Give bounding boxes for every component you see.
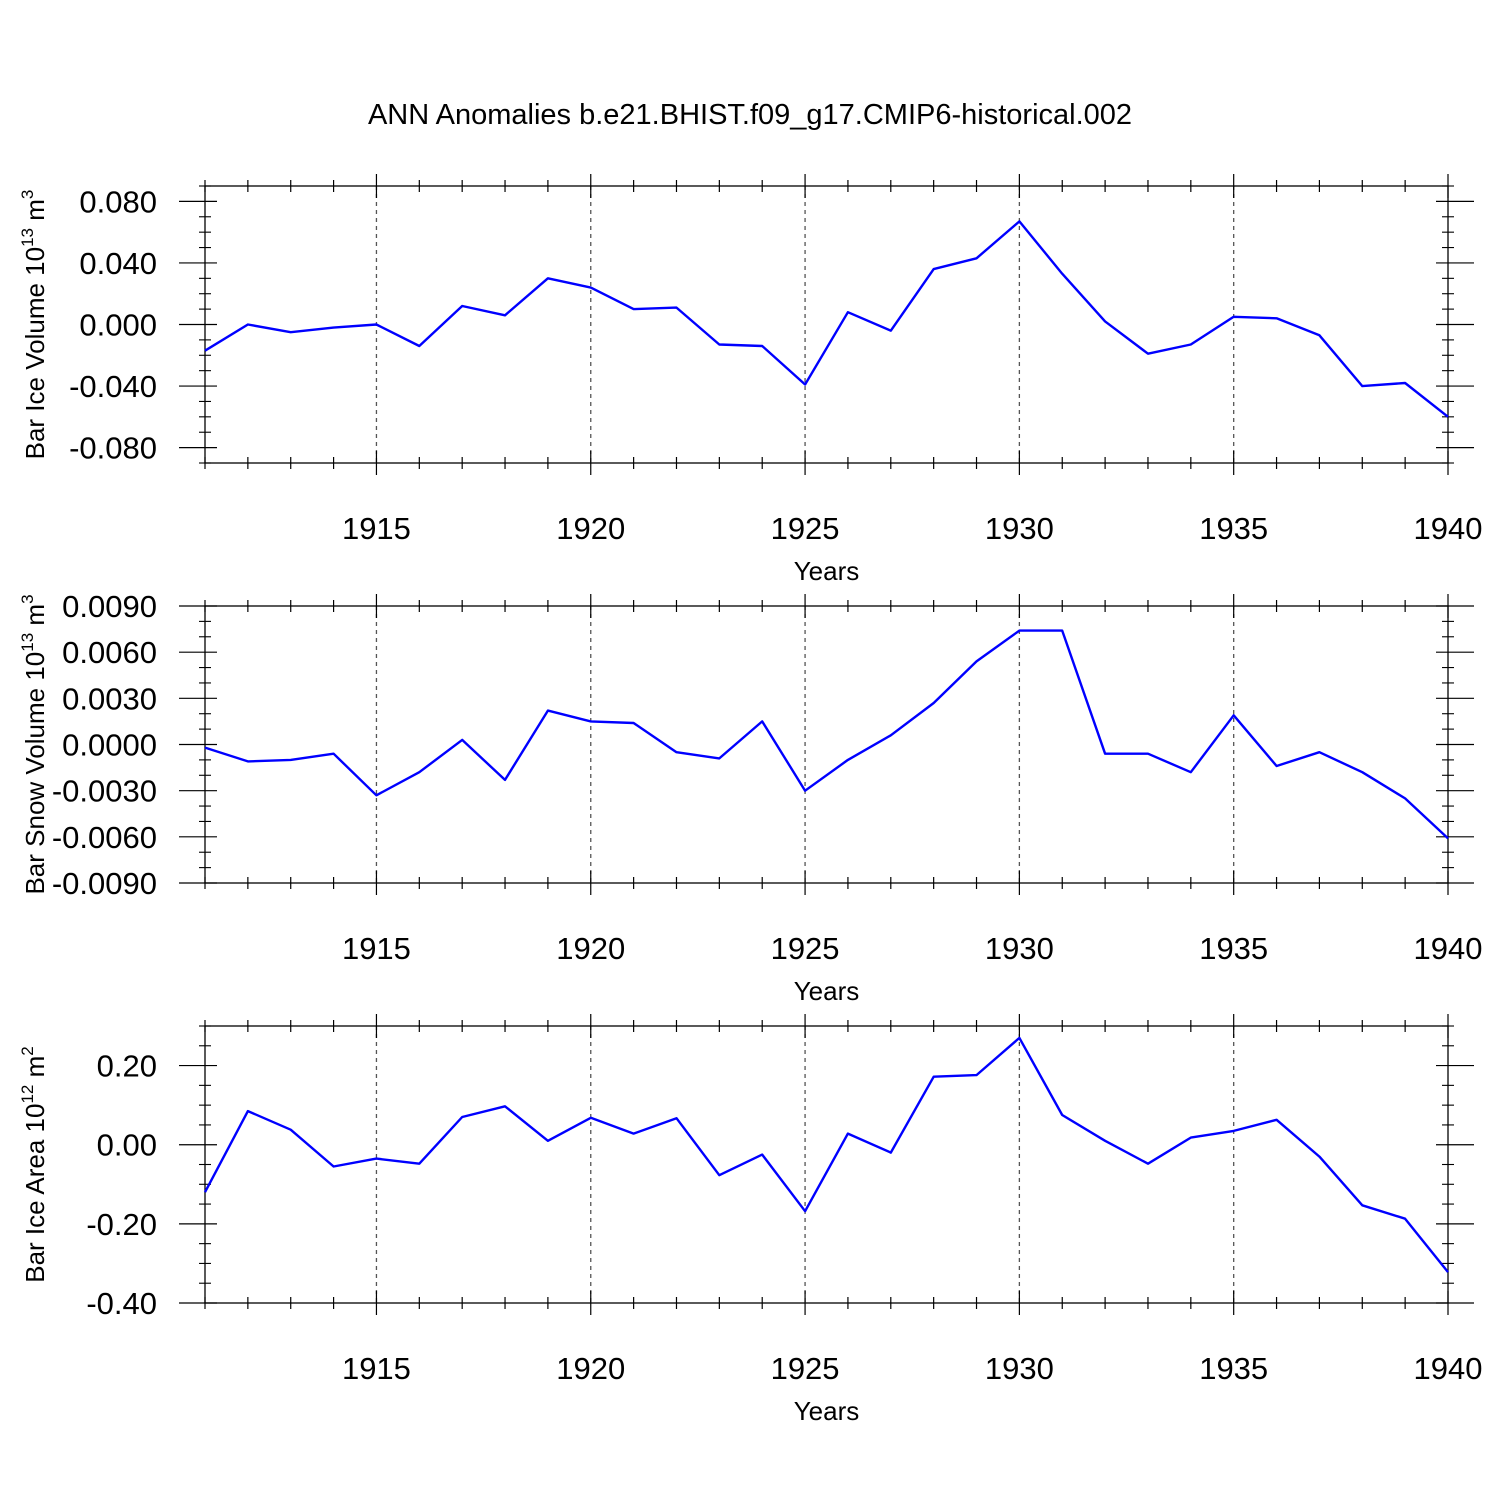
y-tick-label: -0.40 [86,1286,157,1321]
plot-frame [204,1025,1449,1304]
plot-frame [204,185,1449,464]
x-tick-label: 1915 [342,511,411,546]
chart-panel-1: -0.080 -0.040 0.000 0.040 0.080 1915 1920 1925 1… [18,174,1482,586]
y-tick-label: 0.040 [79,246,157,281]
y-tick-label: -0.0090 [52,866,157,901]
y-tick-label: -0.0030 [52,774,157,809]
x-tick-label: 1930 [985,1351,1054,1386]
y-tick-label: 0.0000 [62,728,157,763]
y-axis-title-superscript: 3 [18,594,37,603]
y-tick-label: -0.040 [69,369,157,404]
chart-panel-3: -0.40 -0.20 0.00 0.20 1915 1920 1925 1930 1935 19… [18,1014,1482,1426]
y-tick-label: 0.0030 [62,681,157,716]
x-tick-label: 1915 [342,1351,411,1386]
y-tick-label: 0.00 [97,1128,157,1163]
x-tick-label: 1920 [556,1351,625,1386]
x-tick-label: 1940 [1414,1351,1483,1386]
x-tick-label: 1920 [556,511,625,546]
y-axis-title-part: Bar Snow Volume 10 [20,652,50,895]
x-tick-label: 1925 [771,511,840,546]
y-axis-title-superscript: 12 [18,1085,37,1104]
x-tick-label: 1935 [1199,1351,1268,1386]
y-axis-title: Bar Snow Volume 1013 m3 [18,594,50,894]
y-axis-title-superscript: 2 [18,1046,37,1055]
chart-panel-2: -0.0090 -0.0060 -0.0030 0.0000 0.0030 0.0060 0… [18,589,1482,1006]
x-tick-label: 1940 [1414,511,1483,546]
series-line [204,220,1449,418]
plot-frame [204,605,1449,884]
y-tick-label: -0.080 [69,431,157,466]
y-axis-title-part: Bar Ice Volume 10 [20,247,50,459]
series-line [204,629,1449,840]
x-tick-label: 1925 [771,1351,840,1386]
y-tick-label: -0.20 [86,1207,157,1242]
x-axis-title: Years [794,556,860,586]
y-tick-label: 0.0090 [62,589,157,624]
y-axis-title-superscript: 13 [18,633,37,652]
x-tick-label: 1925 [771,931,840,966]
y-axis-title-part: m [20,1056,50,1085]
y-tick-label: 0.20 [97,1049,157,1084]
x-tick-label: 1935 [1199,931,1268,966]
y-axis-title-superscript: 3 [18,190,37,199]
panels: -0.080 -0.040 0.000 0.040 0.080 1915 1920 1925 1… [18,174,1482,1426]
x-axis-title: Years [794,1396,860,1426]
y-axis-title-part: Bar Ice Area 10 [20,1104,50,1283]
y-tick-label: 0.0060 [62,635,157,670]
figure-title: ANN Anomalies b.e21.BHIST.f09_g17.CMIP6-… [368,99,1132,131]
x-tick-label: 1940 [1414,931,1483,966]
x-tick-label: 1930 [985,931,1054,966]
y-axis-title-superscript: 13 [18,228,37,247]
x-tick-label: 1920 [556,931,625,966]
y-tick-label: 0.080 [79,184,157,219]
y-tick-label: 0.000 [79,308,157,343]
x-axis-title: Years [794,976,860,1006]
y-axis-title: Bar Ice Area 1012 m2 [18,1046,50,1283]
y-axis-title-part: m [20,604,50,633]
x-tick-label: 1935 [1199,511,1268,546]
series-line [203,1036,1449,1273]
x-tick-label: 1915 [342,931,411,966]
y-axis-title: Bar Ice Volume 1013 m3 [18,190,50,460]
y-axis-title-part: m [20,199,50,228]
y-tick-label: -0.0060 [52,820,157,855]
x-tick-label: 1930 [985,511,1054,546]
